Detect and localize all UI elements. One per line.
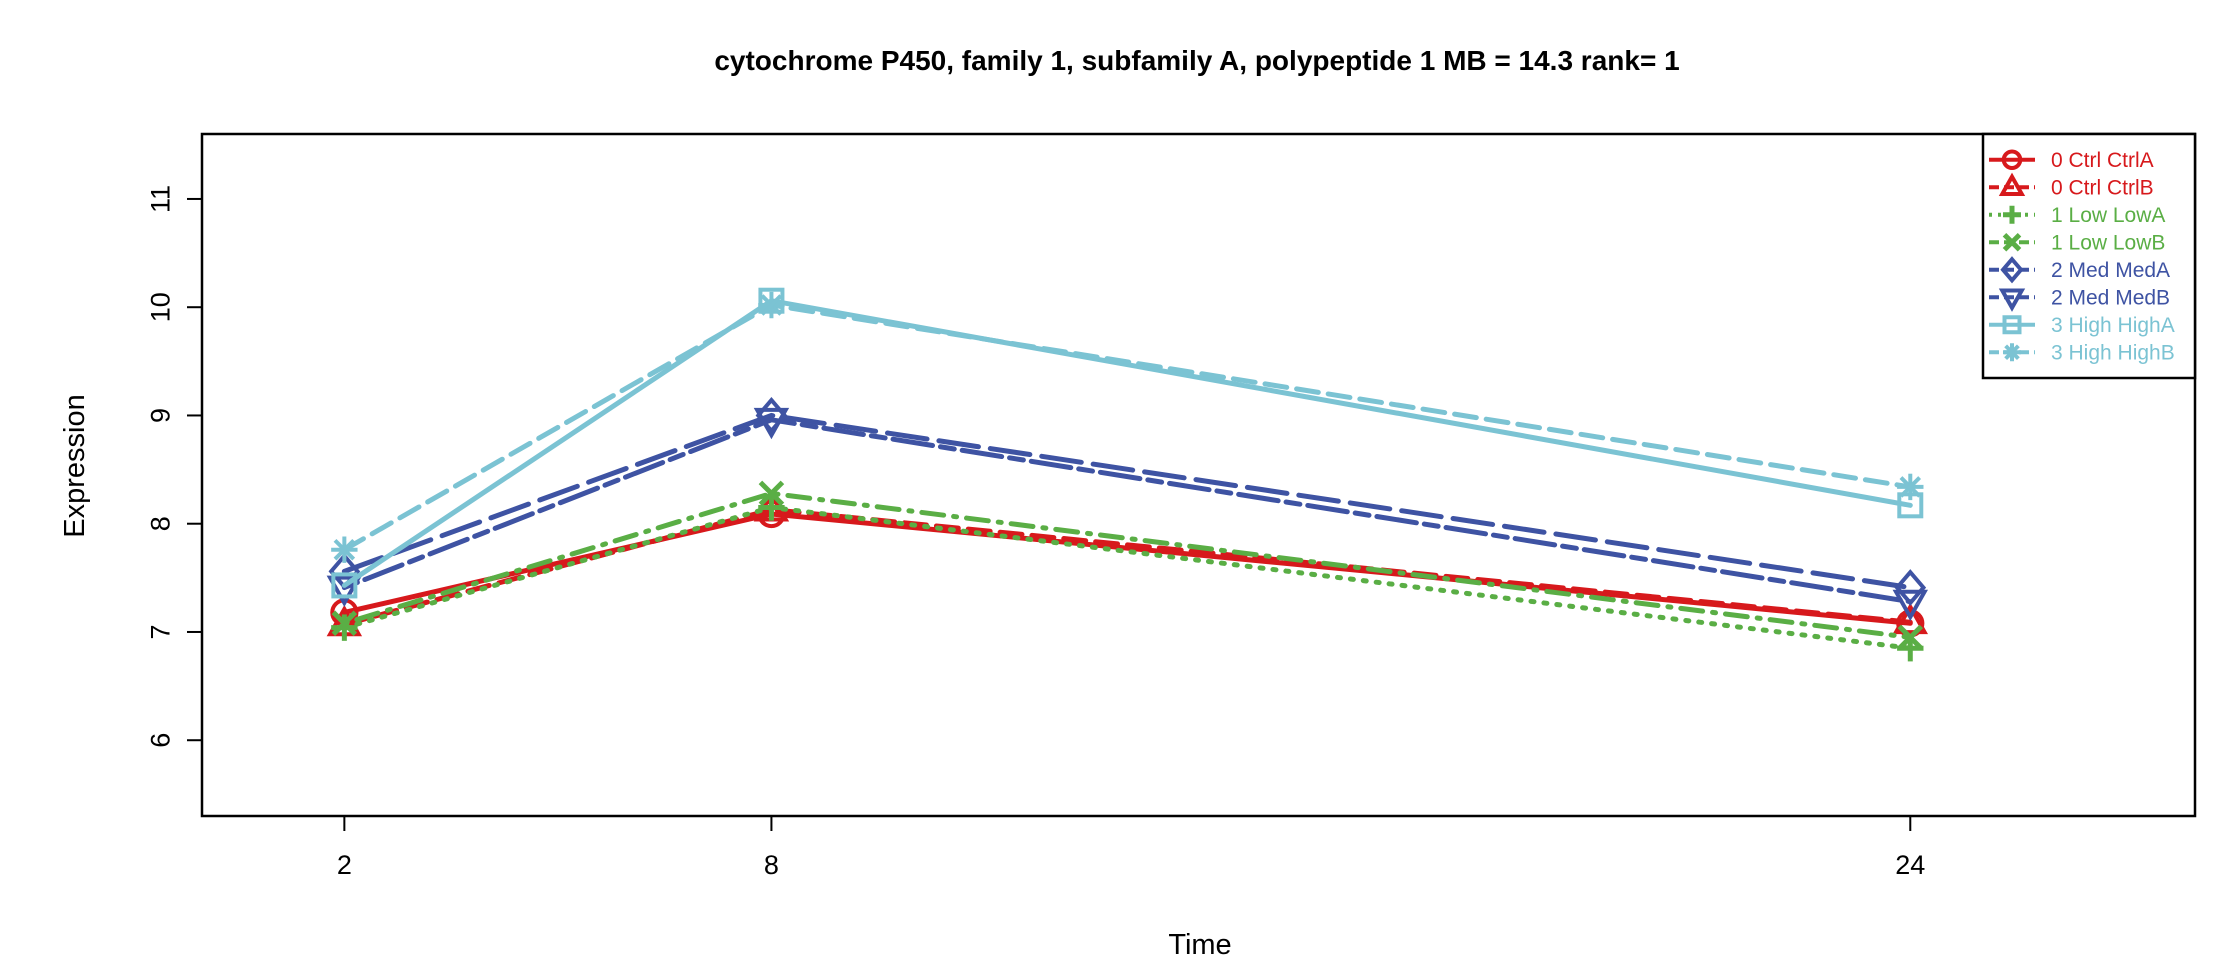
data-point xyxy=(331,614,358,641)
legend-marker xyxy=(2003,343,2021,362)
legend-item: 2 Med MedB xyxy=(1989,287,2170,312)
series-line xyxy=(341,417,1913,605)
legend-label: 0 Ctrl CtrlB xyxy=(2051,177,2154,200)
series-layer xyxy=(326,287,1929,662)
data-point xyxy=(1897,624,1924,651)
legend-label: 2 Med MedB xyxy=(2051,287,2170,310)
y-tick-label: 9 xyxy=(145,408,175,423)
series-line xyxy=(341,412,1913,591)
x-tick-label: 24 xyxy=(1895,850,1925,880)
legend-marker xyxy=(2000,256,2024,284)
data-point xyxy=(1892,589,1929,622)
legend-label: 1 Low LowA xyxy=(2051,204,2165,227)
legend-label: 3 High HighB xyxy=(2051,342,2175,365)
legend-marker xyxy=(2001,149,2023,170)
y-tick-label: 6 xyxy=(145,733,175,748)
data-point xyxy=(1892,602,1929,635)
y-tick-label: 11 xyxy=(145,185,175,213)
legend-item: 2 Med MedA xyxy=(1989,256,2170,284)
y-tick-label: 7 xyxy=(145,624,175,639)
y-tick-label: 10 xyxy=(145,292,175,322)
legend-item: 1 Low LowB xyxy=(1989,232,2165,255)
y-axis: 6 7 8 9 10 11 xyxy=(145,185,202,748)
data-point xyxy=(331,536,358,563)
data-point xyxy=(331,610,358,637)
chart-title: cytochrome P450, family 1, subfamily A, … xyxy=(714,45,1679,76)
x-tick-label: 2 xyxy=(337,850,352,880)
series-8 xyxy=(331,291,1924,563)
legend-item: 0 Ctrl CtrlB xyxy=(1989,172,2154,200)
series-1 xyxy=(330,499,1925,638)
data-point xyxy=(758,480,785,507)
data-point xyxy=(753,407,790,440)
y-tick-label: 8 xyxy=(145,516,175,531)
x-tick-label: 8 xyxy=(764,850,779,880)
legend-marker xyxy=(2002,315,2022,335)
series-line xyxy=(341,511,1913,626)
legend-marker xyxy=(1998,288,2026,312)
x-axis: 2 8 24 xyxy=(337,816,1925,880)
data-point xyxy=(326,575,363,608)
plot-frame xyxy=(200,132,2197,818)
data-point xyxy=(758,494,785,521)
legend: 0 Ctrl CtrlA 0 Ctrl CtrlB 1 Low LowA 1 Low … xyxy=(1981,132,2197,380)
legend-marker xyxy=(2003,205,2021,224)
legend-item: 0 Ctrl CtrlA xyxy=(1989,149,2154,172)
series-line xyxy=(341,507,1913,627)
data-point xyxy=(331,572,358,599)
legend-item: 3 High HighA xyxy=(1989,314,2175,337)
data-point xyxy=(1897,473,1924,501)
legend-label: 0 Ctrl CtrlA xyxy=(2051,149,2154,172)
legend-label: 2 Med MedA xyxy=(2051,259,2170,282)
legend-box xyxy=(1981,132,2197,380)
series-4 xyxy=(331,480,1924,651)
legend-marker xyxy=(1998,172,2026,196)
series-line xyxy=(341,490,1913,640)
series-3 xyxy=(331,494,1924,662)
legend-item: 3 High HighB xyxy=(1989,342,2175,365)
legend-label: 3 High HighA xyxy=(2051,314,2175,337)
y-axis-label: Expression xyxy=(59,394,91,537)
data-point xyxy=(758,291,785,319)
series-line xyxy=(341,504,1913,651)
legend-marker xyxy=(2002,232,2022,252)
series-6 xyxy=(326,407,1929,622)
legend-item: 1 Low LowA xyxy=(1989,204,2165,227)
legend-label: 1 Low LowB xyxy=(2051,232,2165,255)
x-axis-label: Time xyxy=(1168,929,1231,961)
